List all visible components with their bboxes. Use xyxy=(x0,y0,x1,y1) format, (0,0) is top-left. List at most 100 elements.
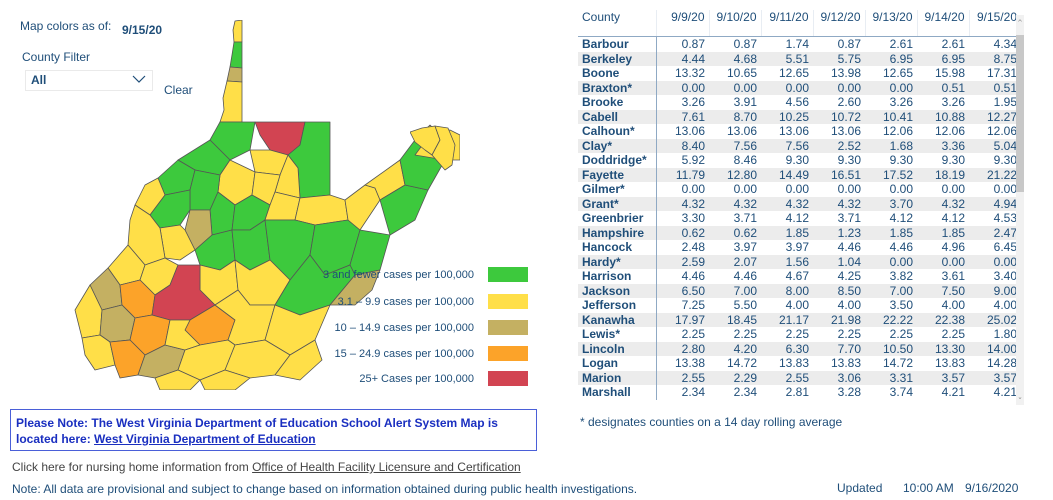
county-ohio[interactable] xyxy=(226,66,243,83)
rate-cell: 14.28 xyxy=(986,356,1017,370)
rate-cell: 3.71 xyxy=(837,211,861,225)
county-hancock[interactable] xyxy=(232,20,243,43)
table-row[interactable]: Harrison 4.46 4.46 4.67 4.25 3.82 3.61 3.40 xyxy=(578,269,1021,284)
column-header-date[interactable]: 9/11/20 xyxy=(760,10,813,37)
legend-item-red: 25+ Cases per 100,000 xyxy=(240,371,528,386)
county-monroe[interactable] xyxy=(274,339,323,381)
table-row[interactable]: Hardy* 2.59 2.07 1.56 1.04 0.00 0.00 0.00 xyxy=(578,254,1021,269)
county-wyoming[interactable] xyxy=(154,369,201,390)
rate-cell: 10.65 xyxy=(726,66,757,80)
map-colors-label: Map colors as of: xyxy=(20,19,112,33)
county-name-cell: Braxton* xyxy=(578,80,657,95)
rate-cell: 2.47 xyxy=(969,225,1021,240)
rate-cell: 8.00 xyxy=(761,283,813,298)
county-tucker[interactable] xyxy=(294,194,349,226)
rate-cell: 3.97 xyxy=(733,240,757,254)
scroll-down-icon[interactable]: ⌄ xyxy=(1017,393,1023,401)
table-row[interactable]: Calhoun* 13.06 13.06 13.06 13.06 12.06 12.06 12… xyxy=(578,124,1021,139)
rate-cell: 3.31 xyxy=(865,370,917,385)
county-brooke[interactable] xyxy=(229,41,243,69)
column-header-date[interactable]: 9/10/20 xyxy=(708,10,761,37)
rate-cell: 10.25 xyxy=(761,109,813,124)
doe-link[interactable]: West Virginia Department of Education xyxy=(94,432,316,446)
west-virginia-county-map[interactable] xyxy=(60,20,460,390)
column-header-date[interactable]: 9/12/20 xyxy=(812,10,865,37)
ohflac-link[interactable]: Office of Health Facility Licensure and … xyxy=(252,460,521,474)
county-wetzel[interactable] xyxy=(209,121,256,161)
column-header-county[interactable]: County xyxy=(578,10,657,37)
county-filter-dropdown[interactable]: All xyxy=(25,70,153,91)
rate-cell: 13.83 xyxy=(830,356,861,370)
rate-cell: 7.00 xyxy=(709,283,761,298)
rate-cell: 8.75 xyxy=(969,51,1021,66)
rate-cell: 1.04 xyxy=(813,254,865,269)
rate-cell: 13.98 xyxy=(830,66,861,80)
rate-cell: 12.80 xyxy=(709,167,761,182)
county-name-cell: Hancock xyxy=(578,240,657,255)
table-row[interactable]: Barbour 0.87 0.87 1.74 0.87 2.61 2.61 4.34 xyxy=(578,36,1021,52)
eastern-panhandle-map[interactable] xyxy=(410,120,500,190)
rate-cell: 4.25 xyxy=(837,269,861,283)
county-name-cell: Marshall xyxy=(578,385,657,400)
rate-cell: 13.32 xyxy=(674,66,705,80)
rate-cell: 2.61 xyxy=(889,37,913,51)
table-row[interactable]: Marshall 2.34 2.34 2.81 3.28 3.74 4.21 4.21 xyxy=(578,385,1021,400)
rate-cell: 4.12 xyxy=(785,211,809,225)
rate-cell: 8.40 xyxy=(656,138,709,153)
rate-cell: 6.95 xyxy=(865,51,917,66)
rate-cell: 8.46 xyxy=(733,153,757,167)
rate-cell: 0.00 xyxy=(681,182,705,196)
table-row[interactable]: Hancock 2.48 3.97 3.97 4.46 4.46 4.96 6.45 xyxy=(578,240,1021,255)
rate-cell: 0.00 xyxy=(993,182,1017,196)
column-header-date[interactable]: 9/9/20 xyxy=(656,10,709,37)
table-row[interactable]: Lewis* 2.25 2.25 2.25 2.25 2.25 2.25 1.80 xyxy=(578,327,1021,342)
column-header-date[interactable]: 9/13/20 xyxy=(864,10,917,37)
rate-cell: 3.57 xyxy=(917,370,969,385)
rate-cell: 4.32 xyxy=(813,196,865,211)
rate-cell: 3.26 xyxy=(681,95,705,109)
table-row[interactable]: Gilmer* 0.00 0.00 0.00 0.00 0.00 0.00 0.00 xyxy=(578,182,1021,197)
table-row[interactable]: Grant* 4.32 4.32 4.32 4.32 3.70 4.32 4.94 xyxy=(578,196,1021,211)
table-row[interactable]: Fayette 11.79 12.80 14.49 16.51 17.52 18.19 21.… xyxy=(578,167,1021,182)
county-hardy[interactable] xyxy=(379,184,429,236)
scrollbar-thumb[interactable] xyxy=(1016,35,1024,192)
county-mercer[interactable] xyxy=(199,369,251,390)
clear-button[interactable]: Clear xyxy=(164,83,193,97)
rate-cell: 0.00 xyxy=(917,254,969,269)
table-row[interactable]: Boone 13.32 10.65 12.65 13.98 12.65 15.98 17.31 xyxy=(578,66,1021,81)
legend-label: 3 and fewer cases per 100,000 xyxy=(322,268,474,281)
table-row[interactable]: Lincoln 2.80 4.20 6.30 7.70 10.50 13.30 14.00 xyxy=(578,341,1021,356)
table-row[interactable]: Clay* 8.40 7.56 7.56 2.52 1.68 3.36 5.04 xyxy=(578,138,1021,153)
scroll-up-icon[interactable]: ^ xyxy=(1017,19,1023,27)
county-name-cell: Greenbrier xyxy=(578,211,657,226)
table-row[interactable]: Brooke 3.26 3.91 4.56 2.60 3.26 3.26 1.95 xyxy=(578,95,1021,110)
county-pendleton-s[interactable] xyxy=(329,269,381,306)
rate-cell: 4.46 xyxy=(681,269,705,283)
table-row[interactable]: Jackson 6.50 7.00 8.00 8.50 7.00 7.50 9.00 xyxy=(578,283,1021,298)
rate-cell: 12.06 xyxy=(882,124,913,138)
rate-cell: 0.00 xyxy=(889,182,913,196)
table-row[interactable]: Kanawha 17.97 18.45 21.17 21.98 22.22 22.38 25.… xyxy=(578,312,1021,327)
table-scrollbar[interactable]: ^ ⌄ xyxy=(1016,15,1024,405)
column-header-date[interactable]: 9/14/20 xyxy=(916,10,969,37)
table-row[interactable]: Berkeley 4.44 4.68 5.51 5.75 6.95 6.95 8.75 xyxy=(578,51,1021,66)
table-row[interactable]: Marion 2.55 2.29 2.55 3.06 3.31 3.57 3.57 xyxy=(578,370,1021,385)
table-row[interactable]: Hampshire 0.62 0.62 1.85 1.23 1.85 1.85 2.47 xyxy=(578,225,1021,240)
rate-cell: 18.45 xyxy=(709,312,761,327)
table-row[interactable]: Cabell 7.61 8.70 10.25 10.72 10.41 10.88 12.27 xyxy=(578,109,1021,124)
rate-cell: 4.21 xyxy=(941,385,965,399)
rate-cell: 7.56 xyxy=(761,138,813,153)
rate-cell: 4.32 xyxy=(656,196,709,211)
rate-cell: 12.65 xyxy=(778,66,809,80)
rate-cell: 22.38 xyxy=(917,312,969,327)
table-row[interactable]: Logan 13.38 14.72 13.83 13.83 14.72 13.83 14.28 xyxy=(578,356,1021,371)
table-row[interactable]: Doddridge* 5.92 8.46 9.30 9.30 9.30 9.30 9.30 xyxy=(578,153,1021,168)
county-jefferson[interactable] xyxy=(431,125,456,171)
table-row[interactable]: Greenbrier 3.30 3.71 4.12 3.71 4.12 4.12 4.53 xyxy=(578,211,1021,226)
county-marshall[interactable] xyxy=(219,80,243,123)
table-row[interactable]: Braxton* 0.00 0.00 0.00 0.00 0.00 0.51 0.51 xyxy=(578,80,1021,95)
rate-cell: 1.85 xyxy=(761,225,813,240)
updated-date: 9/16/2020 xyxy=(965,481,1019,495)
table-row[interactable]: Jefferson 7.25 5.50 4.00 4.00 3.50 4.00 4.00 xyxy=(578,298,1021,313)
column-header-date[interactable]: 9/15/20 xyxy=(968,10,1021,37)
